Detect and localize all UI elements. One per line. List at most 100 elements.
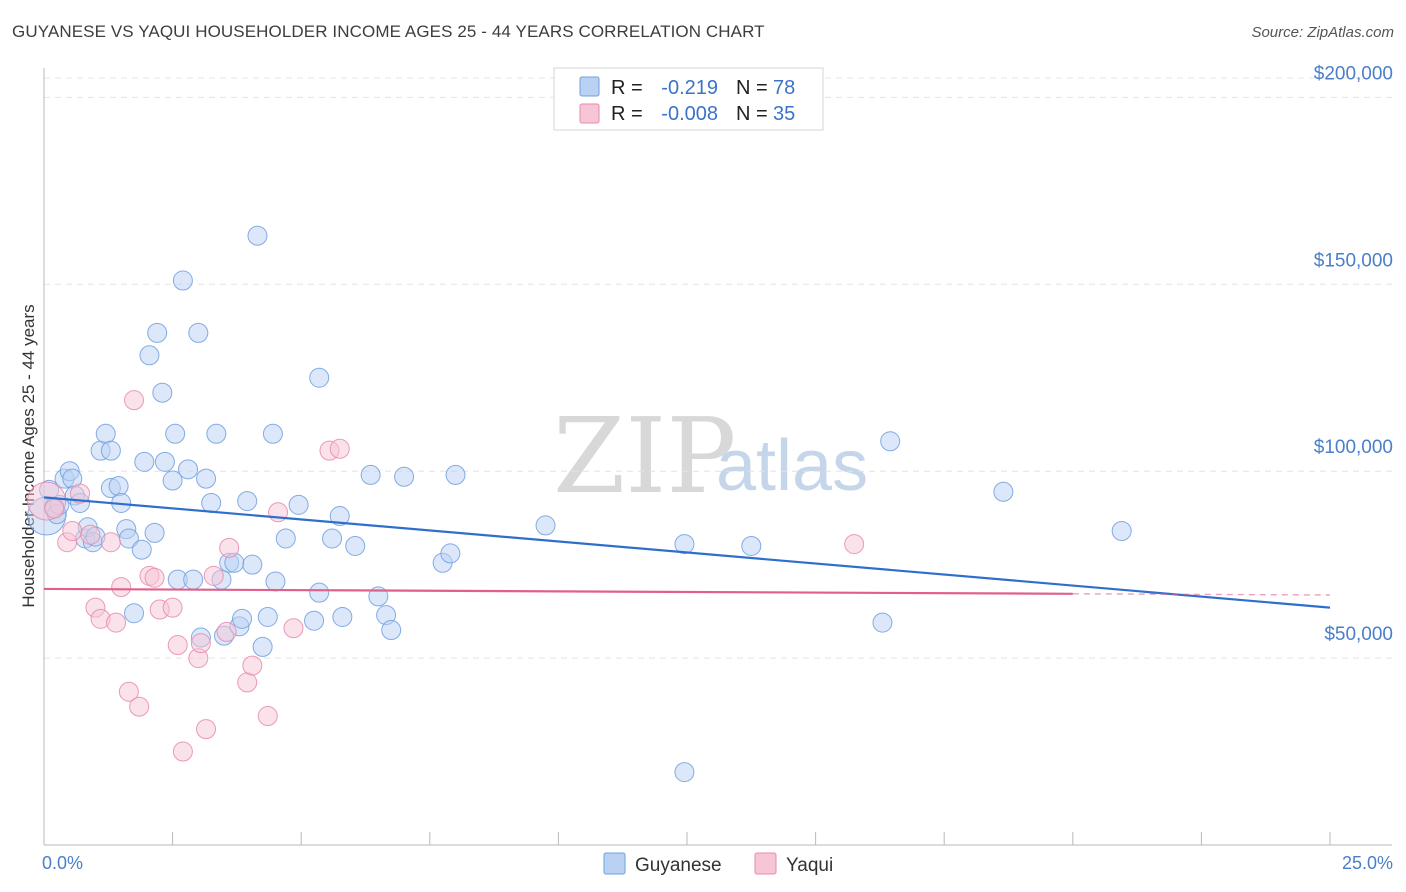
guyanese-point[interactable]: [304, 610, 325, 631]
guyanese-point[interactable]: [139, 345, 160, 366]
guyanese-point[interactable]: [201, 492, 222, 513]
legend-r-label-yaqui: R =: [611, 103, 643, 125]
guyanese-point[interactable]: [206, 423, 227, 444]
x-axis-ticks: [172, 832, 1331, 845]
bottom-legend-swatch-yaqui[interactable]: [754, 852, 777, 875]
guyanese-point[interactable]: [188, 322, 209, 343]
yaqui-point[interactable]: [216, 621, 237, 642]
guyanese-point[interactable]: [265, 571, 286, 592]
guyanese-point[interactable]: [183, 569, 204, 590]
guyanese-point[interactable]: [329, 506, 350, 527]
guyanese-point[interactable]: [345, 535, 366, 556]
guyanese-point[interactable]: [196, 468, 217, 489]
yaqui-point[interactable]: [62, 521, 83, 541]
legend-swatch-yaqui: [579, 103, 600, 124]
legend-r-value-yaqui: -0.008: [661, 103, 718, 125]
watermark: ZIP atlas: [553, 395, 868, 517]
guyanese-point[interactable]: [322, 528, 343, 549]
guyanese-point[interactable]: [275, 528, 296, 549]
guyanese-point[interactable]: [674, 762, 695, 783]
yaqui-point[interactable]: [242, 655, 263, 676]
yaqui-point[interactable]: [844, 534, 865, 555]
yaqui-point[interactable]: [219, 537, 240, 558]
guyanese-point[interactable]: [252, 636, 273, 657]
yaqui-point[interactable]: [80, 524, 101, 545]
bottom-legend-swatch-guyanese[interactable]: [603, 852, 626, 875]
guyanese-point[interactable]: [309, 367, 330, 388]
legend-n-value-yaqui: 35: [773, 103, 795, 125]
yaqui-point[interactable]: [100, 532, 121, 553]
guyanese-point[interactable]: [165, 423, 186, 444]
yaqui-point[interactable]: [162, 597, 183, 618]
guyanese-point[interactable]: [134, 451, 155, 472]
yaqui-point[interactable]: [257, 706, 278, 727]
guyanese-point[interactable]: [332, 606, 353, 627]
yaqui-point[interactable]: [167, 635, 188, 656]
y-tick-label-50000: $50,000: [1324, 624, 1393, 645]
guyanese-point[interactable]: [309, 582, 330, 603]
yaqui-point[interactable]: [129, 696, 150, 717]
guyanese-point[interactable]: [288, 494, 309, 515]
guyanese-point[interactable]: [178, 459, 199, 480]
guyanese-point[interactable]: [993, 481, 1014, 502]
guyanese-point[interactable]: [381, 620, 402, 641]
y-tick-label-150000: $150,000: [1314, 250, 1393, 271]
guyanese-point[interactable]: [394, 466, 415, 487]
guyanese-point[interactable]: [247, 225, 268, 246]
guyanese-point[interactable]: [147, 322, 168, 343]
yaqui-point[interactable]: [124, 390, 145, 411]
bottom-legend-label-guyanese[interactable]: Guyanese: [635, 855, 722, 876]
yaqui-point[interactable]: [106, 612, 127, 633]
guyanese-point[interactable]: [445, 464, 466, 485]
guyanese-point[interactable]: [131, 539, 152, 560]
guyanese-point[interactable]: [1111, 521, 1132, 541]
yaqui-point[interactable]: [196, 719, 217, 740]
trend-line-yaqui: [43, 587, 1073, 595]
watermark-zip: ZIP: [553, 395, 736, 517]
guyanese-point[interactable]: [154, 451, 175, 472]
yaqui-point[interactable]: [144, 567, 165, 588]
guyanese-point[interactable]: [237, 491, 258, 512]
y-axis-title: Householder Income Ages 25 - 44 years: [19, 304, 38, 607]
guyanese-point[interactable]: [872, 612, 893, 633]
yaqui-point[interactable]: [329, 438, 350, 459]
yaqui-point[interactable]: [111, 577, 132, 598]
guyanese-point[interactable]: [368, 586, 389, 607]
guyanese-point[interactable]: [162, 470, 183, 491]
guyanese-point[interactable]: [674, 534, 695, 555]
series-legend: Guyanese Yaqui: [603, 852, 833, 876]
trend-line-guyanese: [43, 496, 1331, 609]
guyanese-point[interactable]: [152, 382, 173, 403]
trend-line-yaqui-extension: [1072, 593, 1331, 596]
yaqui-point[interactable]: [283, 618, 304, 639]
yaqui-point[interactable]: [44, 498, 65, 519]
guyanese-point[interactable]: [262, 423, 283, 444]
guyanese-point[interactable]: [741, 535, 762, 556]
guyanese-point[interactable]: [232, 608, 253, 629]
guyanese-point[interactable]: [535, 515, 556, 536]
guyanese-point[interactable]: [172, 270, 193, 291]
yaqui-point[interactable]: [118, 681, 139, 702]
guyanese-point[interactable]: [100, 440, 121, 461]
guyanese-point[interactable]: [440, 543, 461, 564]
yaqui-point[interactable]: [237, 672, 258, 693]
yaqui-point[interactable]: [190, 633, 211, 654]
bottom-legend-label-yaqui[interactable]: Yaqui: [786, 855, 833, 876]
guyanese-point[interactable]: [124, 603, 145, 624]
legend-swatch-guyanese: [579, 76, 600, 97]
yaqui-point[interactable]: [70, 483, 91, 504]
yaqui-point[interactable]: [172, 741, 193, 762]
guyanese-point[interactable]: [108, 476, 129, 497]
guyanese-point[interactable]: [257, 606, 278, 627]
guyanese-point[interactable]: [242, 554, 263, 575]
guyanese-point[interactable]: [360, 464, 381, 485]
guyanese-point[interactable]: [880, 431, 901, 452]
yaqui-point[interactable]: [203, 565, 224, 586]
source-note: Source: ZipAtlas.com: [1251, 24, 1394, 41]
legend-n-label-guyanese: N =: [736, 77, 768, 99]
guyanese-point[interactable]: [144, 522, 165, 543]
stats-legend: R = -0.219 N = 78 R = -0.008 N = 35: [553, 67, 824, 131]
legend-n-label-yaqui: N =: [736, 103, 768, 125]
x-axis-max-label: 25.0%: [1342, 853, 1393, 873]
guyanese-point[interactable]: [95, 423, 116, 444]
